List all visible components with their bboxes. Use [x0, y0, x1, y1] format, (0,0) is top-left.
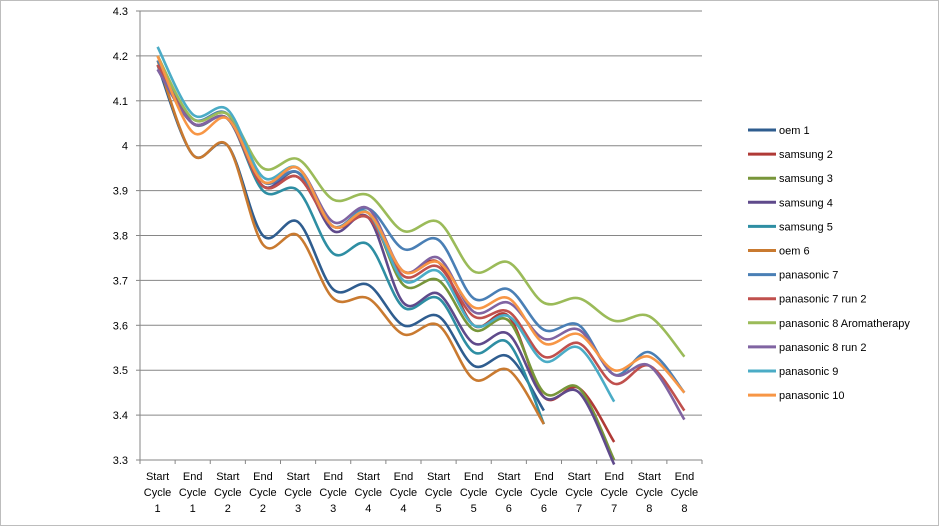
legend-label: panasonic 10: [779, 390, 844, 402]
y-tick-label: 3.4: [113, 410, 128, 422]
x-tick-label: 2: [225, 503, 231, 515]
legend-label: samsung 3: [779, 173, 833, 185]
x-tick-label: Cycle: [284, 487, 312, 499]
x-tick-label: Cycle: [636, 487, 664, 499]
x-tick-label: End: [323, 471, 343, 483]
x-tick-label: Start: [638, 471, 661, 483]
series-line-5: [156, 55, 546, 425]
legend-label: oem 1: [779, 125, 810, 137]
x-tick-label: Cycle: [495, 487, 523, 499]
x-tick-label: 1: [190, 503, 196, 515]
axes: [139, 11, 703, 464]
x-tick-label: Start: [146, 471, 169, 483]
legend-label: panasonic 8 run 2: [779, 342, 866, 354]
series-line-6: [156, 59, 546, 425]
y-tick-label: 3.7: [113, 275, 128, 287]
y-tick-label: 3.3: [113, 455, 128, 467]
x-tick-label: 2: [260, 503, 266, 515]
y-tick-label: 3.5: [113, 365, 128, 377]
y-tick-label: 3.9: [113, 186, 128, 198]
x-tick-label: 7: [576, 503, 582, 515]
x-tick-label: 7: [611, 503, 617, 515]
x-tick-label: 5: [471, 503, 477, 515]
legend-label: samsung 5: [779, 221, 833, 233]
series-line-4: [156, 68, 616, 466]
x-tick-label: Start: [427, 471, 450, 483]
series-line-11: [156, 46, 616, 403]
x-tick-label: 4: [400, 503, 406, 515]
y-tick-label: 3.8: [113, 231, 128, 243]
x-tick-label: 5: [436, 503, 442, 515]
y-axis-tick-labels: 3.3 3.4 3.5 3.6 3.7 3.8 3.9 4 4.1 4.2 4.3: [113, 6, 128, 467]
x-tick-label: Cycle: [144, 487, 172, 499]
x-tick-label: Cycle: [600, 487, 628, 499]
x-tick-label: End: [464, 471, 484, 483]
gridlines: [136, 10, 702, 461]
x-tick-label: 6: [541, 503, 547, 515]
y-tick-label: 3.6: [113, 320, 128, 332]
x-tick-label: Cycle: [249, 487, 277, 499]
x-tick-label: 8: [646, 503, 652, 515]
x-tick-label: Cycle: [214, 487, 242, 499]
series-line-8: [156, 64, 686, 412]
x-tick-label: End: [394, 471, 414, 483]
x-tick-label: Cycle: [460, 487, 488, 499]
legend-label: panasonic 7 run 2: [779, 294, 866, 306]
legend: oem 1 samsung 2 samsung 3 samsung 4 samsung …: [748, 125, 910, 402]
series-lines: [156, 46, 686, 466]
x-tick-label: Cycle: [530, 487, 558, 499]
x-tick-label: End: [253, 471, 273, 483]
x-tick-label: Cycle: [319, 487, 347, 499]
y-tick-label: 4: [122, 141, 128, 153]
x-tick-label: 3: [330, 503, 336, 515]
x-tick-label: 4: [365, 503, 371, 515]
legend-label: panasonic 9: [779, 366, 838, 378]
x-tick-label: Cycle: [671, 487, 699, 499]
x-tick-label: 3: [295, 503, 301, 515]
series-line-2: [156, 64, 616, 443]
legend-label: oem 6: [779, 246, 810, 258]
x-tick-label: Start: [286, 471, 309, 483]
legend-label: samsung 4: [779, 197, 833, 209]
x-tick-label: 6: [506, 503, 512, 515]
legend-label: panasonic 7: [779, 270, 838, 282]
x-tick-label: Cycle: [425, 487, 453, 499]
x-tick-label: End: [534, 471, 554, 483]
x-tick-label: 1: [155, 503, 161, 515]
x-tick-label: Start: [497, 471, 520, 483]
legend-label: samsung 2: [779, 149, 833, 161]
x-axis-tick-labels: Start Cycle 1 End Cycle 1 Start Cycle 2 End Cycle 2…: [144, 471, 698, 515]
x-tick-label: Cycle: [179, 487, 207, 499]
y-tick-label: 4.2: [113, 51, 128, 63]
x-tick-label: 8: [681, 503, 687, 515]
x-tick-label: Cycle: [565, 487, 593, 499]
x-tick-label: Start: [216, 471, 239, 483]
x-tick-label: End: [183, 471, 203, 483]
series-line-12: [156, 55, 686, 394]
x-tick-label: End: [604, 471, 624, 483]
y-tick-label: 4.3: [113, 6, 128, 18]
legend-label: panasonic 8 Aromatherapy: [779, 318, 910, 330]
x-tick-label: Cycle: [390, 487, 418, 499]
x-tick-label: Start: [357, 471, 380, 483]
x-tick-label: End: [675, 471, 695, 483]
x-tick-label: Start: [567, 471, 590, 483]
y-tick-label: 4.1: [113, 96, 128, 108]
x-tick-label: Cycle: [355, 487, 383, 499]
